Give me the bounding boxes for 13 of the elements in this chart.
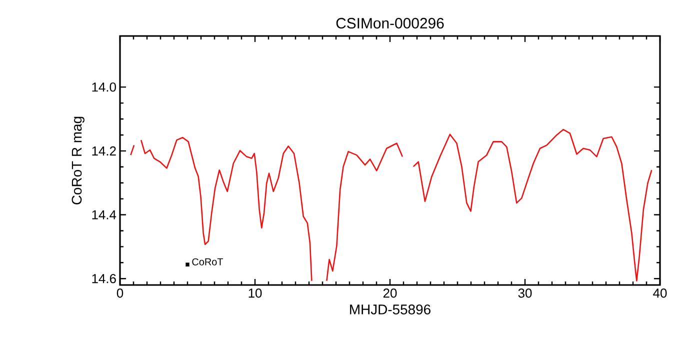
annotation: CoRoT (192, 258, 224, 266)
y-tick-label: 14.4 (92, 210, 116, 220)
x-axis-title: MHJD-55896 (350, 304, 430, 314)
y-tick-label: 14.0 (92, 82, 116, 92)
y-tick-label: 14.2 (92, 146, 116, 156)
x-tick-label: 30 (518, 288, 532, 298)
chart-title: CSIMon-000296 (336, 18, 444, 29)
x-tick-label: 10 (248, 288, 262, 298)
x-tick-label: 0 (116, 288, 124, 298)
x-tick-label: 40 (653, 288, 667, 298)
y-axis-title: CoRoT R mag (72, 116, 84, 204)
x-tick-label: 20 (383, 288, 397, 298)
y-tick-label: 14.6 (92, 274, 116, 284)
